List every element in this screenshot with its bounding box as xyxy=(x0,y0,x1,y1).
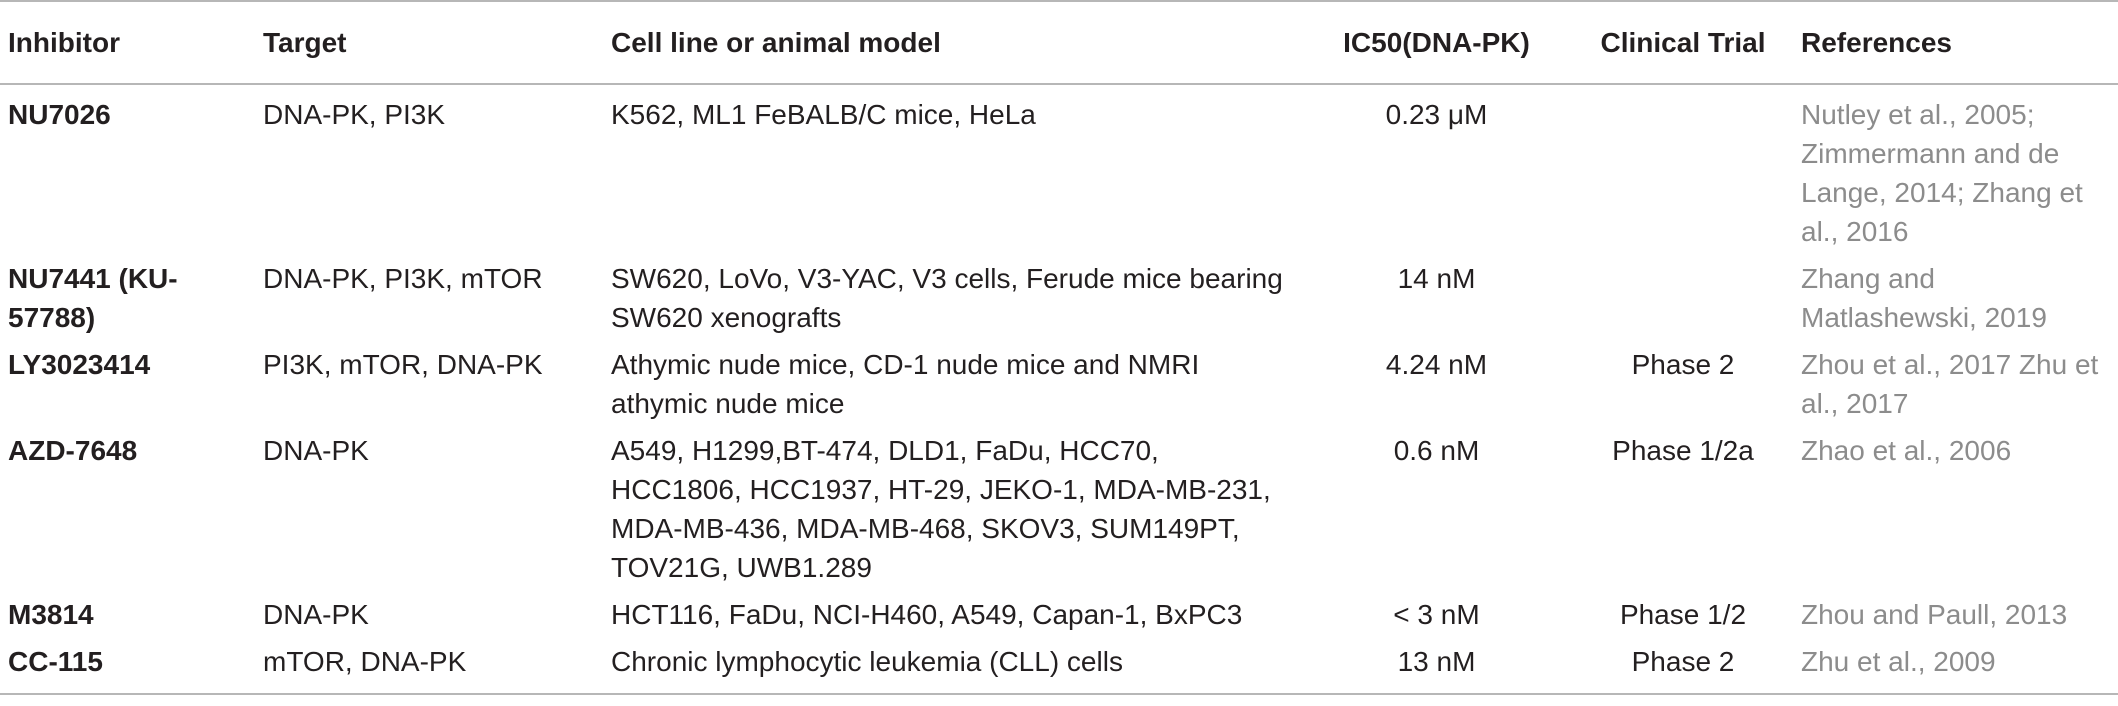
cell-clinical-trial xyxy=(1573,255,1793,341)
cell-model: K562, ML1 FeBALB/C mice, HeLa xyxy=(611,99,1036,130)
cell-target: DNA-PK, PI3K xyxy=(263,99,446,130)
cell-target: DNA-PK xyxy=(263,435,369,466)
cell-references: Zhang and Matlashewski, 2019 xyxy=(1801,263,2047,333)
table-header: Inhibitor Target Cell line or animal mod… xyxy=(0,1,2118,84)
cell-clinical-trial: Phase 1/2a xyxy=(1612,435,1754,466)
table-row: AZD-7648 DNA-PK A549, H1299,BT-474, DLD1… xyxy=(0,427,2118,591)
cell-ic50: < 3 nM xyxy=(1393,599,1480,630)
table-row: NU7441 (KU-57788) DNA-PK, PI3K, mTOR SW6… xyxy=(0,255,2118,341)
cell-inhibitor: LY3023414 xyxy=(8,349,151,380)
cell-clinical-trial: Phase 2 xyxy=(1631,349,1735,380)
cell-ic50: 14 nM xyxy=(1397,263,1476,294)
cell-ic50: 0.6 nM xyxy=(1393,435,1480,466)
header-row: Inhibitor Target Cell line or animal mod… xyxy=(0,1,2118,84)
cell-inhibitor: M3814 xyxy=(8,599,94,630)
cell-model: Athymic nude mice, CD-1 nude mice and NM… xyxy=(611,349,1200,419)
cell-model: Chronic lymphocytic leukemia (CLL) cells xyxy=(611,646,1123,677)
cell-clinical-trial xyxy=(1573,84,1793,255)
header-ic50: IC50(DNA-PK) xyxy=(1343,27,1530,58)
cell-references: Nutley et al., 2005; Zimmermann and de L… xyxy=(1801,99,2083,247)
cell-ic50: 0.23 μM xyxy=(1385,99,1488,130)
cell-clinical-trial: Phase 1/2 xyxy=(1619,599,1747,630)
table-row: CC-115 mTOR, DNA-PK Chronic lymphocytic … xyxy=(0,638,2118,694)
header-inhibitor: Inhibitor xyxy=(8,27,120,58)
cell-inhibitor: NU7026 xyxy=(8,99,111,130)
cell-target: DNA-PK, PI3K, mTOR xyxy=(263,263,543,294)
cell-model: HCT116, FaDu, NCI-H460, A549, Capan-1, B… xyxy=(611,599,1243,630)
cell-references: Zhou et al., 2017 Zhu et al., 2017 xyxy=(1801,349,2099,419)
header-target: Target xyxy=(263,27,347,58)
header-clinical-trial: Clinical Trial xyxy=(1600,27,1766,58)
table-row: LY3023414 PI3K, mTOR, DNA-PK Athymic nud… xyxy=(0,341,2118,427)
cell-ic50: 4.24 nM xyxy=(1385,349,1488,380)
header-references: References xyxy=(1801,27,1952,58)
cell-target: DNA-PK xyxy=(263,599,369,630)
cell-references: Zhao et al., 2006 xyxy=(1801,435,2012,466)
cell-inhibitor: NU7441 (KU-57788) xyxy=(8,263,178,333)
table-row: M3814 DNA-PK HCT116, FaDu, NCI-H460, A54… xyxy=(0,591,2118,638)
cell-inhibitor: AZD-7648 xyxy=(8,435,138,466)
header-model: Cell line or animal model xyxy=(611,27,941,58)
cell-references: Zhu et al., 2009 xyxy=(1801,646,1996,677)
cell-model: SW620, LoVo, V3-YAC, V3 cells, Ferude mi… xyxy=(611,263,1283,333)
cell-target: mTOR, DNA-PK xyxy=(263,646,467,677)
cell-target: PI3K, mTOR, DNA-PK xyxy=(263,349,543,380)
cell-references: Zhou and Paull, 2013 xyxy=(1801,599,2068,630)
cell-ic50: 13 nM xyxy=(1397,646,1476,677)
cell-model: A549, H1299,BT-474, DLD1, FaDu, HCC70, H… xyxy=(611,435,1271,583)
table-row: NU7026 DNA-PK, PI3K K562, ML1 FeBALB/C m… xyxy=(0,84,2118,255)
cell-clinical-trial: Phase 2 xyxy=(1631,646,1735,677)
table-body: NU7026 DNA-PK, PI3K K562, ML1 FeBALB/C m… xyxy=(0,84,2118,694)
cell-inhibitor: CC-115 xyxy=(8,646,103,677)
